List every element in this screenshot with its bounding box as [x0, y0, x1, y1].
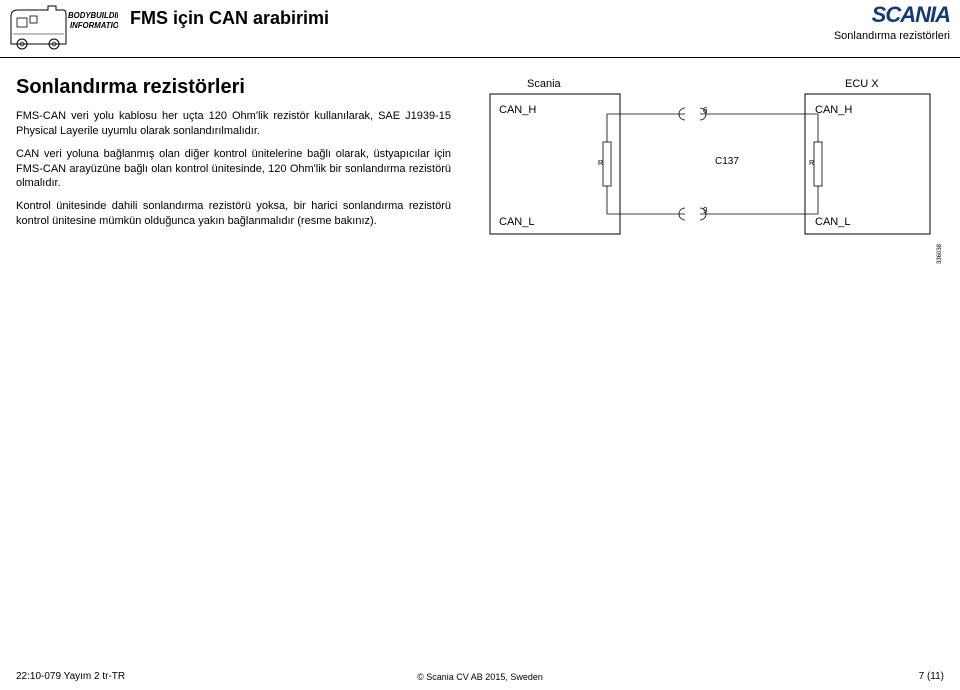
paragraph-2: CAN veri yoluna bağlanmış olan diğer kon…	[16, 147, 451, 192]
dia-r-right: R	[809, 160, 814, 167]
paragraph-1: FMS-CAN veri yolu kablosu her uçta 120 O…	[16, 109, 451, 139]
dia-pin-l: 9	[703, 206, 707, 215]
termination-diagram: Scania ECU X CAN_H CAN_H CAN_L CAN_L 6 9…	[485, 74, 940, 274]
page-footer: 22:10-079 Yayım 2 tr-TR © Scania CV AB 2…	[0, 671, 960, 682]
brand-column: SCANIA Sonlandırma rezistörleri	[834, 2, 950, 42]
svg-text:INFORMATION: INFORMATION	[70, 21, 118, 30]
dia-canl-right: CAN_L	[815, 216, 850, 228]
dia-canh-right: CAN_H	[815, 104, 852, 116]
dia-canl-left: CAN_L	[499, 216, 534, 228]
dia-ecux-label: ECU X	[845, 78, 879, 90]
footer-center: © Scania CV AB 2015, Sweden	[417, 672, 543, 682]
document-title: FMS için CAN arabirimi	[130, 8, 329, 29]
bodybuilding-logo: BODYBUILDING INFORMATION	[0, 0, 120, 50]
scania-logo: SCANIA	[834, 2, 950, 28]
dia-side-code: 336038	[937, 244, 943, 264]
dia-scania-label: Scania	[527, 78, 561, 90]
dia-pin-h: 6	[703, 106, 707, 115]
dia-r-left: R	[598, 160, 603, 167]
paragraph-3: Kontrol ünitesinde dahili sonlandırma re…	[16, 199, 451, 229]
footer-left: 22:10-079 Yayım 2 tr-TR	[16, 671, 125, 682]
page-header: BODYBUILDING INFORMATION FMS için CAN ar…	[0, 0, 960, 58]
section-title: Sonlandırma rezistörleri	[16, 76, 451, 99]
footer-right: 7 (11)	[919, 671, 944, 682]
svg-text:BODYBUILDING: BODYBUILDING	[68, 11, 118, 20]
left-column: Sonlandırma rezistörleri FMS-CAN veri yo…	[16, 76, 451, 229]
dia-connector: C137	[715, 156, 739, 167]
header-right-sub: Sonlandırma rezistörleri	[834, 30, 950, 42]
dia-canh-left: CAN_H	[499, 104, 536, 116]
content-area: Sonlandırma rezistörleri FMS-CAN veri yo…	[0, 58, 960, 229]
